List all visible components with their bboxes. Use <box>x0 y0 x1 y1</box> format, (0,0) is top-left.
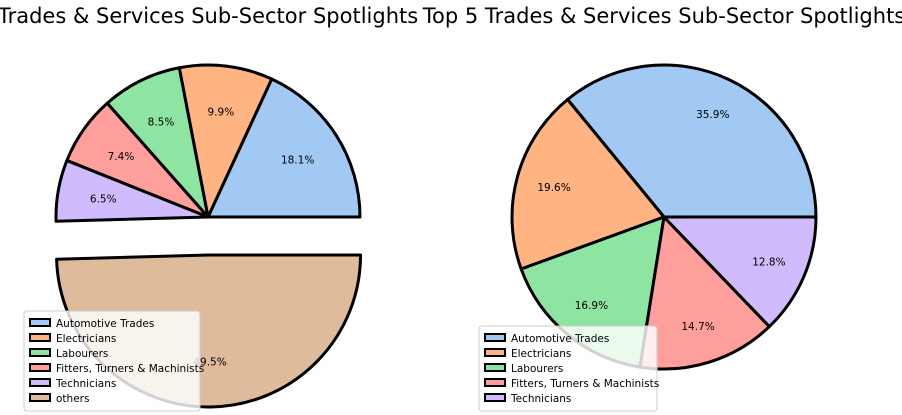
pie-value-labels-right: 35.9% 19.6% 16.9% 14.7% 12.8% <box>537 109 785 333</box>
pie-value-labels-left: 18.1% 9.9% 8.5% 7.4% 6.5% 49.5% <box>90 106 314 368</box>
pie-value-label-electricians: 19.6% <box>537 182 570 194</box>
legend-swatch-technicians <box>29 378 51 387</box>
chart-title-left: Trades & Services Sub-Sector Spotlights <box>0 4 418 28</box>
legend-label-technicians: Technicians <box>55 378 116 390</box>
pie-value-label-fitters-turners-machinists: 14.7% <box>681 321 714 333</box>
pie-value-label-labourers: 8.5% <box>148 117 175 129</box>
pie-slices-right <box>510 63 818 371</box>
legend-right: Automotive Trades Electricians Labourers Fi… <box>478 325 659 412</box>
legend-label-automotive-trades: Automotive Trades <box>511 333 609 345</box>
legend-swatch-automotive-trades <box>484 333 506 342</box>
pie-value-label-others: 49.5% <box>193 356 226 368</box>
legend-label-automotive-trades: Automotive Trades <box>56 318 154 330</box>
pie-value-label-technicians: 6.5% <box>90 193 117 205</box>
legend-label-fitters-turners-machinists: Fitters, Turners & Machinists <box>511 378 659 390</box>
pie-slice-automotive-trades <box>566 63 818 219</box>
pie-value-label-labourers: 16.9% <box>575 300 608 312</box>
legend-label-labourers: Labourers <box>56 348 108 360</box>
pie-slice-automotive-trades <box>206 77 362 219</box>
legend-swatch-electricians <box>484 348 506 357</box>
legend-label-labourers: Labourers <box>511 363 563 375</box>
pie-chart-top-5-sub-sector-spotlights: Top 5 Trades & Services Sub-Sector Spotl… <box>422 4 902 412</box>
pie-chart-sub-sector-spotlights: Trades & Services Sub-Sector Spotlights … <box>0 4 418 412</box>
pie-slice-technicians <box>54 159 210 223</box>
legend-label-others: others <box>56 393 89 405</box>
pie-value-label-technicians: 12.8% <box>752 257 785 269</box>
legend-left: Automotive Trades Electricians Labourers Fi… <box>23 310 204 412</box>
legend-label-fitters-turners-machinists: Fitters, Turners & Machinists <box>56 363 204 375</box>
legend-swatch-fitters-turners-machinists <box>484 378 506 387</box>
pie-value-label-automotive-trades: 35.9% <box>696 109 729 121</box>
legend-swatch-labourers <box>29 348 51 357</box>
legend-label-electricians: Electricians <box>511 348 571 360</box>
pie-slice-technicians <box>662 215 818 329</box>
legend-swatch-automotive-trades <box>29 318 51 327</box>
chart-title-right: Top 5 Trades & Services Sub-Sector Spotl… <box>422 4 902 28</box>
legend-swatch-others <box>29 393 51 402</box>
pie-slice-electricians <box>510 97 666 271</box>
legend-frame <box>23 310 201 412</box>
pie-value-label-fitters-turners-machinists: 7.4% <box>108 151 135 163</box>
pie-value-label-automotive-trades: 18.1% <box>281 155 314 167</box>
legend-swatch-labourers <box>484 363 506 372</box>
pie-value-label-electricians: 9.9% <box>208 106 235 118</box>
legend-label-electricians: Electricians <box>56 333 116 345</box>
legend-swatch-fitters-turners-machinists <box>29 363 51 372</box>
legend-swatch-electricians <box>29 333 51 342</box>
legend-swatch-technicians <box>484 393 506 402</box>
legend-label-technicians: Technicians <box>510 393 571 405</box>
legend-frame <box>478 325 658 412</box>
pie-slice-electricians <box>177 63 274 219</box>
